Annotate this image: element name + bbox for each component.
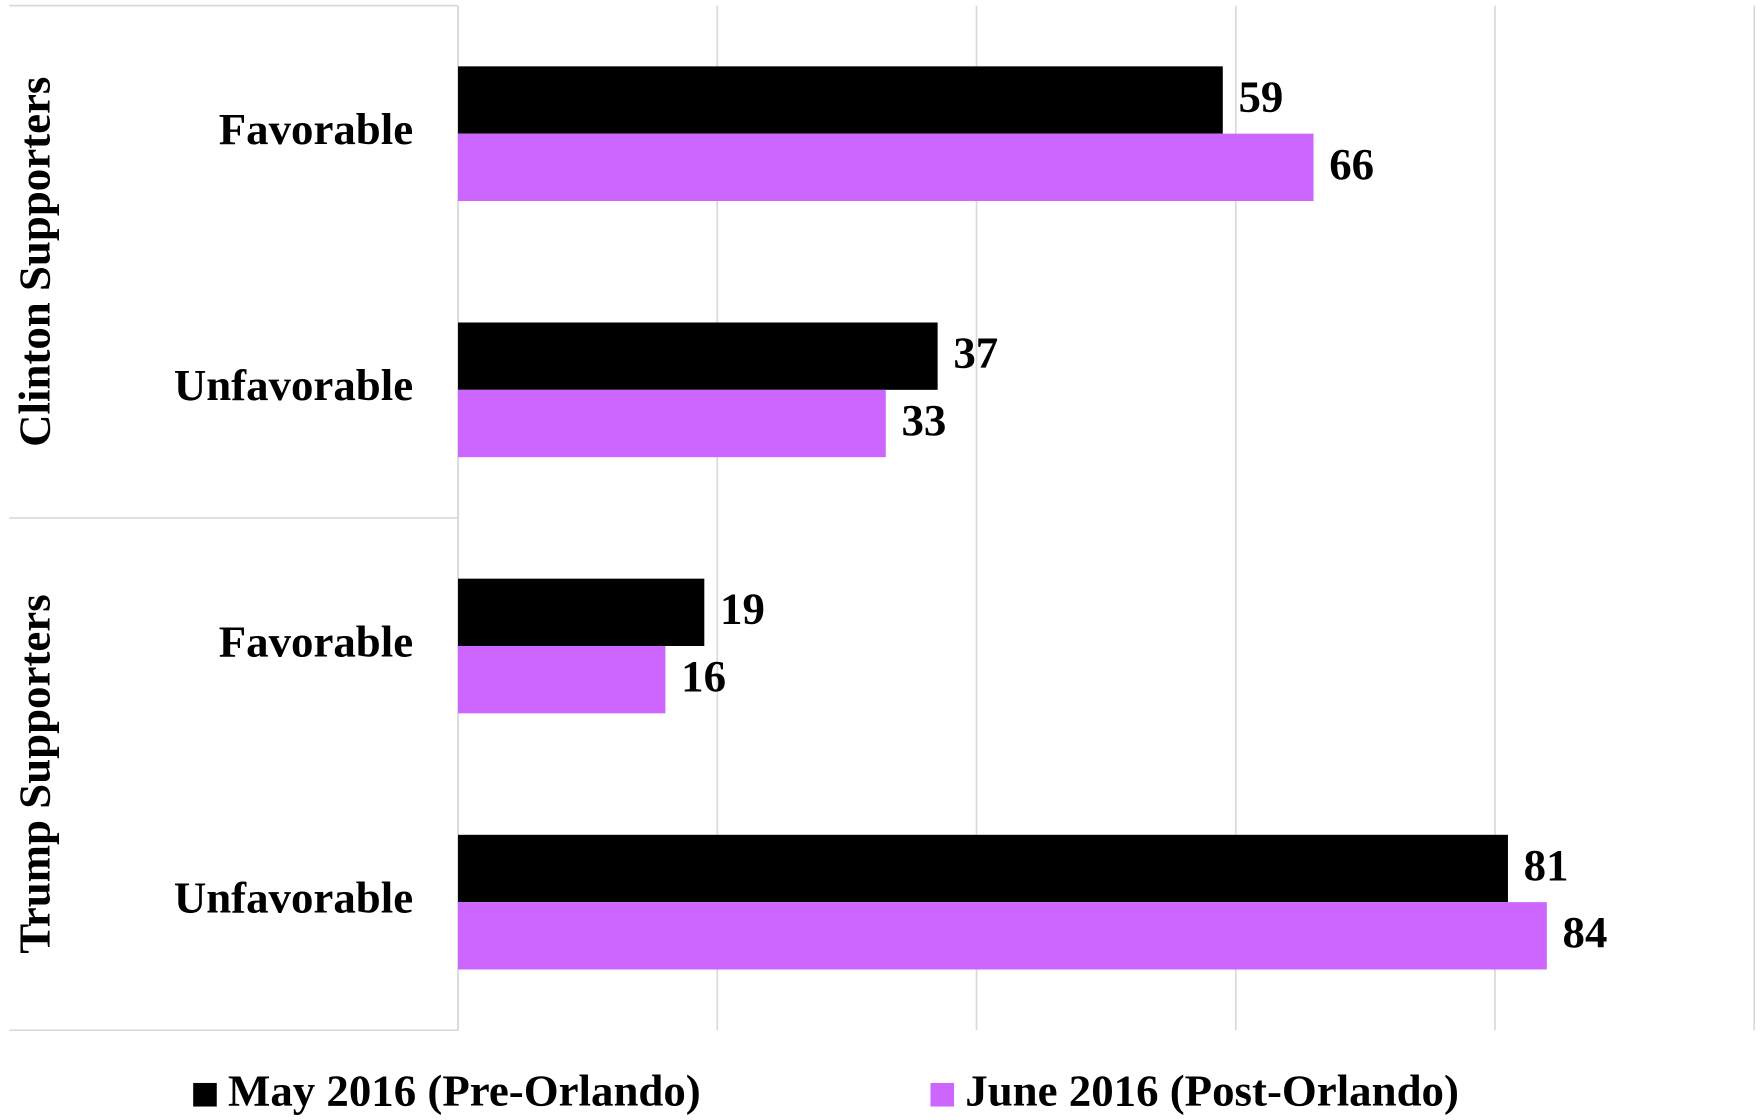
data-label: 16 xyxy=(681,651,726,701)
category-label: Unfavorable xyxy=(174,360,413,410)
data-label: 66 xyxy=(1329,139,1374,189)
bar xyxy=(458,578,705,646)
legend-label: June 2016 (Post-Orlando) xyxy=(965,1066,1459,1116)
bar xyxy=(458,322,938,390)
group-label: Trump Supporters xyxy=(10,594,60,953)
bar xyxy=(458,902,1547,970)
bar xyxy=(458,66,1223,134)
category-label: Favorable xyxy=(219,616,413,666)
data-label: 33 xyxy=(901,395,946,445)
data-label: 84 xyxy=(1563,907,1608,957)
legend-swatch xyxy=(930,1082,955,1107)
bar xyxy=(458,834,1508,903)
legend-label: May 2016 (Pre-Orlando) xyxy=(228,1066,701,1116)
bar xyxy=(458,133,1314,202)
bar xyxy=(458,645,666,714)
bar xyxy=(458,389,886,458)
group-label: Clinton Supporters xyxy=(10,77,60,447)
data-label: 59 xyxy=(1239,71,1284,121)
data-label: 19 xyxy=(720,584,765,634)
data-label: 81 xyxy=(1524,840,1569,890)
legend-swatch xyxy=(193,1082,217,1107)
category-label: Favorable xyxy=(219,104,413,154)
data-label: 37 xyxy=(953,328,998,378)
category-label: Unfavorable xyxy=(174,872,413,922)
